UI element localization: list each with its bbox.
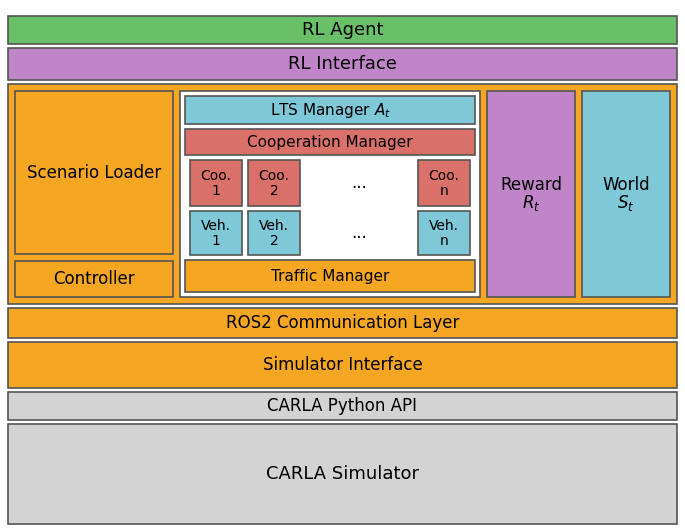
Bar: [582, 91, 670, 297]
Text: World: World: [602, 176, 650, 194]
Bar: [8, 342, 677, 388]
Text: Coo.: Coo.: [429, 169, 460, 183]
Text: ...: ...: [351, 224, 367, 242]
Bar: [8, 424, 677, 524]
Text: Scenario Loader: Scenario Loader: [27, 163, 161, 181]
Text: Coo.: Coo.: [201, 169, 232, 183]
Text: n: n: [440, 234, 449, 248]
Bar: [8, 48, 677, 80]
Text: Veh.: Veh.: [429, 219, 459, 233]
Bar: [418, 211, 470, 255]
Bar: [180, 91, 480, 297]
Text: Reward: Reward: [500, 176, 562, 194]
Text: ROS2 Communication Layer: ROS2 Communication Layer: [226, 314, 459, 332]
Text: ...: ...: [351, 174, 367, 192]
Bar: [8, 392, 677, 420]
Bar: [8, 308, 677, 338]
Bar: [185, 96, 475, 124]
Bar: [15, 261, 173, 297]
Text: 2: 2: [270, 184, 278, 198]
Text: RL Agent: RL Agent: [302, 21, 383, 39]
Bar: [185, 260, 475, 292]
Text: Veh.: Veh.: [201, 219, 231, 233]
Bar: [15, 91, 173, 254]
Text: Veh.: Veh.: [259, 219, 289, 233]
Text: n: n: [440, 184, 449, 198]
Text: CARLA Simulator: CARLA Simulator: [266, 465, 419, 483]
Bar: [190, 211, 242, 255]
Text: 2: 2: [270, 234, 278, 248]
Bar: [8, 16, 677, 44]
Bar: [248, 160, 300, 206]
Text: $S_t$: $S_t$: [617, 193, 635, 213]
Bar: [418, 160, 470, 206]
Bar: [487, 91, 575, 297]
Bar: [185, 129, 475, 155]
Text: 1: 1: [212, 234, 221, 248]
Text: Controller: Controller: [53, 270, 135, 288]
Text: Cooperation Manager: Cooperation Manager: [247, 135, 413, 149]
Bar: [248, 211, 300, 255]
Text: $R_t$: $R_t$: [522, 193, 540, 213]
Bar: [190, 160, 242, 206]
Text: Simulator Interface: Simulator Interface: [262, 356, 423, 374]
Text: Traffic Manager: Traffic Manager: [271, 269, 389, 284]
Bar: [8, 84, 677, 304]
Text: Coo.: Coo.: [258, 169, 290, 183]
Text: LTS Manager $A_t$: LTS Manager $A_t$: [269, 101, 390, 120]
Text: 1: 1: [212, 184, 221, 198]
Text: RL Interface: RL Interface: [288, 55, 397, 73]
Text: CARLA Python API: CARLA Python API: [268, 397, 417, 415]
